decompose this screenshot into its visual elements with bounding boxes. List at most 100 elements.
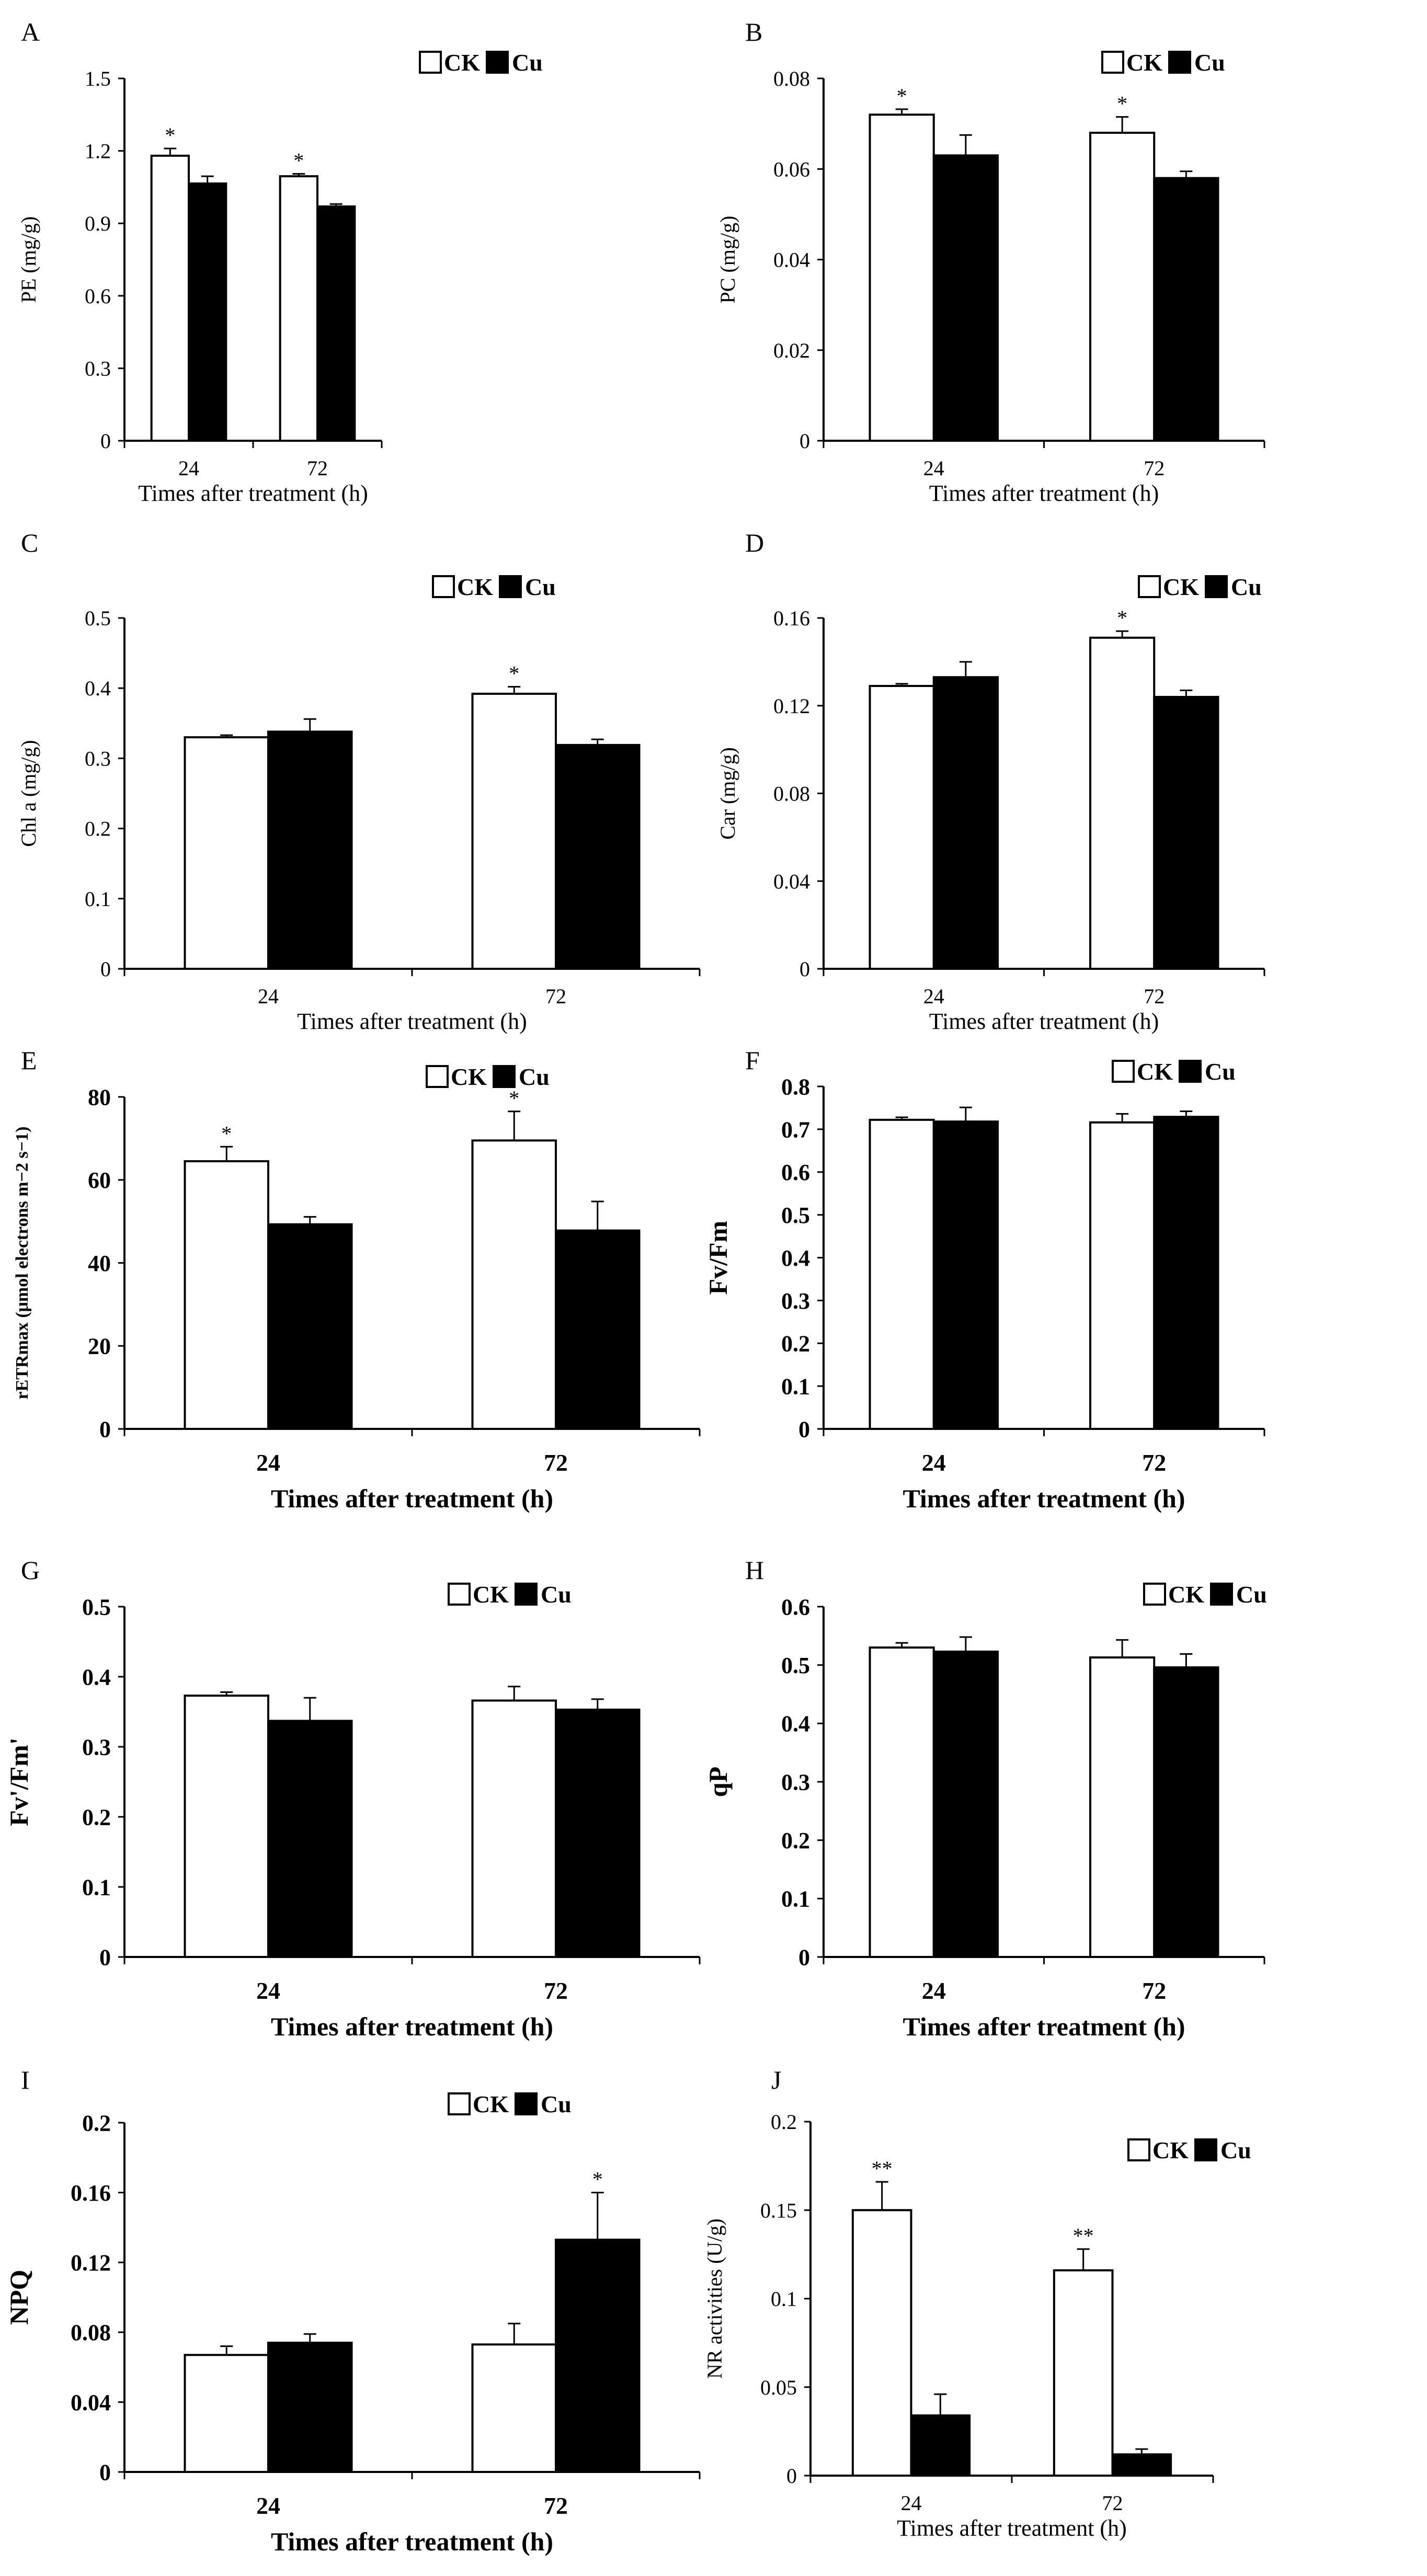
legend-swatch-ck — [432, 575, 455, 598]
bar-ck-72 — [1089, 131, 1156, 442]
y-tick-label: 0.12 — [773, 694, 810, 718]
legend-swatch-cu — [515, 1583, 538, 1606]
significance-mark: * — [509, 662, 519, 685]
bar-ck-24 — [869, 113, 935, 442]
panel-a: A 0 0.3 0.6 0.9 1.2 1.5 24 * 72 * Times after treat… — [17, 17, 543, 506]
y-tick-label: 0 — [800, 429, 810, 453]
panel-label: H — [745, 1555, 764, 1585]
legend-swatch-ck — [1101, 51, 1124, 74]
x-category-label: 72 — [544, 2492, 568, 2519]
bar-cu-72 — [1153, 177, 1219, 442]
y-tick-label: 0.3 — [781, 1288, 810, 1314]
legend: CK Cu — [1101, 49, 1225, 76]
significance-mark: * — [509, 1086, 519, 1110]
legend-label-cu: Cu — [1220, 2137, 1251, 2163]
y-tick-label: 0.04 — [773, 869, 810, 893]
y-tick-label: 60 — [88, 1167, 111, 1193]
y-tick-label: 0.2 — [781, 1828, 810, 1853]
legend-swatch-ck — [448, 1583, 471, 1606]
y-tick-label: 0.6 — [85, 284, 111, 308]
x-category-label: 72 — [1144, 456, 1165, 480]
legend-label-ck: CK — [473, 1581, 509, 1608]
bar-ck-72 — [1089, 1121, 1156, 1430]
y-tick-label: 0.04 — [71, 2390, 111, 2415]
x-axis-title: Times after treatment (h) — [929, 1009, 1159, 1034]
bar-cu-24 — [267, 730, 353, 970]
y-axis-title: Fv'/Fm' — [4, 1737, 33, 1826]
y-tick-label: 0 — [100, 957, 111, 981]
significance-mark: * — [1117, 92, 1127, 116]
y-tick-label: 0.16 — [71, 2180, 111, 2206]
bar-cu-24 — [932, 676, 999, 970]
panel-j: J 0 0.05 0.1 0.15 0.2 24 ** 72 ** Times after trea… — [703, 2065, 1251, 2541]
y-tick-label: 20 — [88, 1334, 111, 1359]
x-category-label: 72 — [1144, 984, 1165, 1008]
legend: CK Cu — [1143, 1581, 1267, 1608]
y-tick-label: 0.6 — [781, 1160, 810, 1185]
bar-cu-72 — [316, 205, 356, 442]
y-tick-label: 0.06 — [773, 157, 810, 181]
legend-swatch-cu — [1179, 1060, 1202, 1083]
legend: CK Cu — [448, 2091, 572, 2117]
legend-swatch-cu — [1168, 51, 1191, 74]
y-tick-label: 80 — [88, 1084, 111, 1110]
bar-ck-72 — [471, 1699, 557, 1959]
legend-swatch-cu — [1205, 575, 1228, 598]
legend-label-cu: Cu — [525, 574, 556, 600]
y-tick-label: 1.2 — [85, 140, 111, 163]
y-tick-label: 0.1 — [781, 1374, 810, 1400]
bar-cu-24 — [910, 2414, 971, 2477]
bar-cu-72 — [555, 1708, 641, 1958]
panel-d: D 0 0.04 0.08 0.12 0.16 24 72 * Times after treat… — [716, 528, 1265, 1034]
legend-swatch-ck — [1127, 2138, 1150, 2161]
legend-swatch-cu — [515, 2092, 538, 2115]
x-axis-title: Times after treatment (h) — [929, 480, 1159, 506]
bar-ck-24 — [851, 2209, 912, 2477]
y-tick-label: 1.5 — [85, 67, 111, 90]
legend-label-cu: Cu — [1231, 574, 1262, 600]
bar-ck-24 — [184, 736, 269, 970]
y-tick-label: 0.02 — [773, 339, 810, 362]
x-category-label: 24 — [923, 456, 944, 480]
legend-swatch-cu — [493, 1065, 516, 1088]
y-tick-label: 0.08 — [773, 782, 810, 806]
legend: CK Cu — [448, 1581, 572, 1608]
y-tick-label: 0.2 — [85, 817, 111, 841]
x-axis-title: Times after treatment (h) — [297, 1009, 527, 1034]
panel-label: C — [21, 528, 38, 557]
y-axis-title: NR activities (U/g) — [703, 2218, 726, 2379]
y-tick-label: 0.08 — [71, 2320, 111, 2345]
legend-label-ck: CK — [1137, 1058, 1173, 1085]
x-category-label: 24 — [901, 2491, 922, 2515]
panel-label: J — [771, 2065, 781, 2094]
legend: CK Cu — [1127, 2137, 1251, 2163]
legend-label-cu: Cu — [541, 2091, 572, 2117]
y-axis-title: Fv/Fm — [703, 1221, 733, 1295]
panel-label: E — [21, 1046, 37, 1075]
y-tick-label: 0.1 — [771, 2287, 797, 2311]
significance-mark: * — [293, 148, 304, 172]
y-tick-label: 0.3 — [85, 357, 111, 380]
y-axis-title: PE (mg/g) — [17, 216, 40, 303]
y-tick-label: 0.3 — [85, 747, 111, 770]
legend-label-cu: Cu — [1205, 1058, 1236, 1085]
x-category-label: 24 — [178, 456, 199, 480]
significance-mark: * — [592, 2168, 603, 2191]
y-tick-label: 0.15 — [760, 2199, 797, 2222]
y-tick-label: 0.6 — [781, 1594, 810, 1620]
bar-cu-24 — [267, 2341, 353, 2473]
x-category-label: 72 — [544, 1977, 568, 2004]
bar-ck-24 — [869, 1118, 935, 1430]
bar-cu-24 — [932, 154, 999, 442]
bar-ck-24 — [184, 1695, 269, 1958]
bar-cu-24 — [188, 182, 227, 442]
y-tick-label: 0 — [798, 1944, 810, 1970]
legend-label-cu: Cu — [1236, 1581, 1267, 1608]
bar-cu-72 — [1153, 1666, 1219, 1958]
y-tick-label: 0.16 — [773, 606, 810, 630]
legend-swatch-cu — [1194, 2138, 1217, 2161]
bar-cu-24 — [932, 1120, 999, 1430]
y-tick-label: 40 — [88, 1251, 111, 1276]
y-tick-label: 0 — [99, 2459, 111, 2485]
